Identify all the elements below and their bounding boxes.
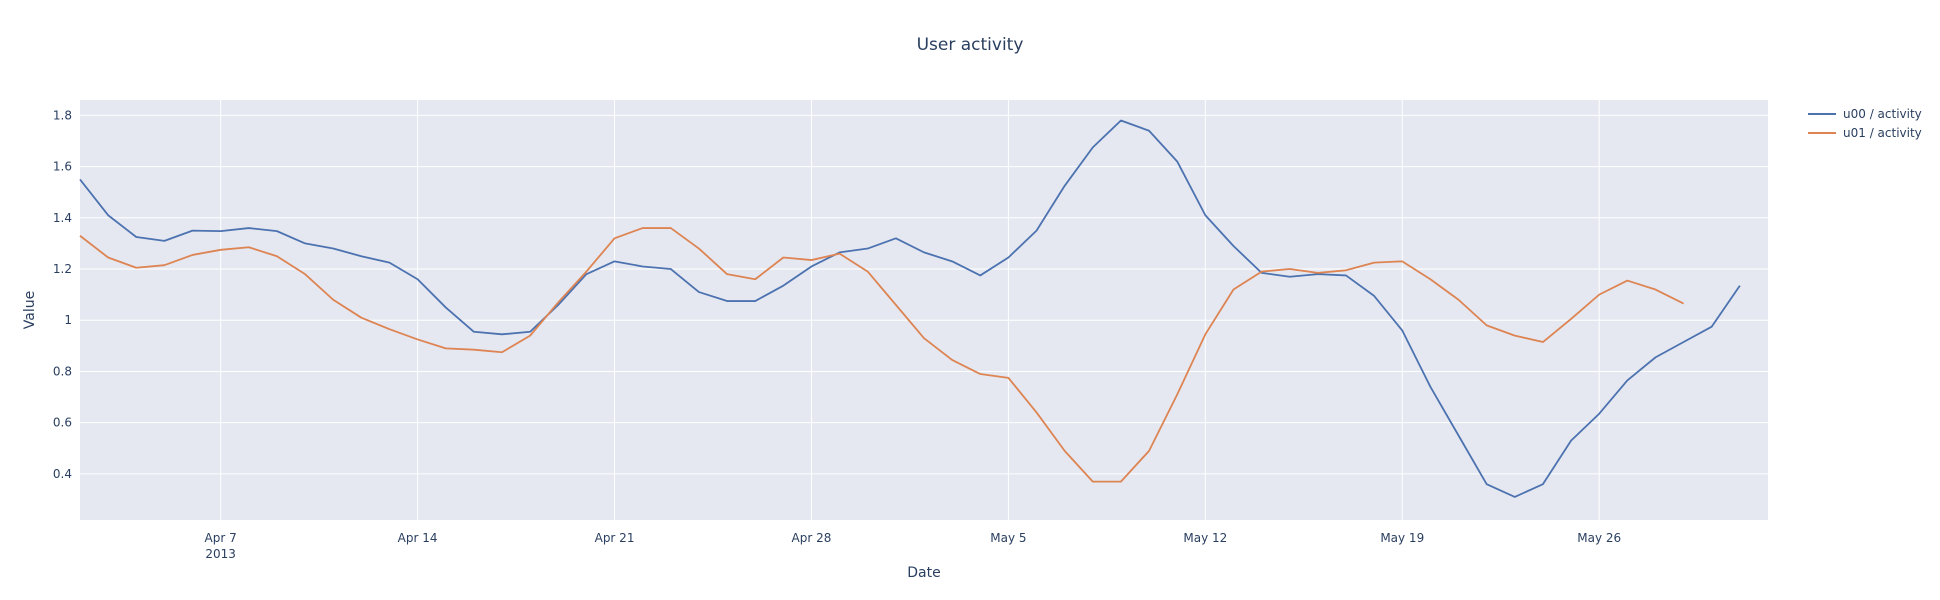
x-tick-label: May 5 — [990, 531, 1026, 545]
y-axis-title: Value — [22, 291, 38, 329]
y-tick-label: 1.6 — [53, 160, 72, 174]
x-tick-label: May 12 — [1183, 531, 1227, 545]
vertical-gridlines — [220, 100, 1600, 520]
x-tick-label: May 26 — [1577, 531, 1621, 545]
y-tick-label: 0.4 — [53, 467, 72, 481]
legend-item-0[interactable]: u00 / activity — [1808, 107, 1922, 121]
horizontal-gridlines — [80, 114, 1768, 475]
y-tick-label: 1.2 — [53, 262, 72, 276]
y-tick-label: 0.6 — [53, 416, 72, 430]
legend-label: u01 / activity — [1843, 126, 1922, 140]
legend-item-1[interactable]: u01 / activity — [1808, 126, 1922, 140]
y-tick-label: 1.8 — [53, 108, 72, 122]
x-axis-ticks: Apr 7 2013 Apr 14 Apr 21 Apr 28 May 5 May 12 Ma… — [205, 531, 1622, 561]
x-tick-sublabel: 2013 — [205, 547, 236, 561]
series-lines — [79, 119, 1741, 498]
y-tick-label: 0.8 — [53, 364, 72, 378]
legend[interactable]: u00 / activity u01 / activity — [1808, 107, 1922, 140]
x-tick-label: Apr 7 — [205, 531, 237, 545]
series-line-1 — [79, 227, 1685, 483]
x-tick-label: Apr 28 — [792, 531, 832, 545]
chart-title: User activity — [917, 35, 1024, 55]
x-tick-label: Apr 14 — [398, 531, 438, 545]
series-line-0 — [79, 119, 1741, 498]
y-tick-label: 1.4 — [53, 211, 72, 225]
y-tick-label: 1 — [64, 313, 72, 327]
x-tick-label: Apr 21 — [595, 531, 635, 545]
x-tick-label: May 19 — [1380, 531, 1424, 545]
y-axis-ticks: 0.4 0.6 0.8 1 1.2 1.4 1.6 1.8 — [53, 108, 72, 481]
legend-label: u00 / activity — [1843, 107, 1922, 121]
plot-area — [80, 100, 1768, 520]
x-axis-title: Date — [907, 565, 940, 581]
